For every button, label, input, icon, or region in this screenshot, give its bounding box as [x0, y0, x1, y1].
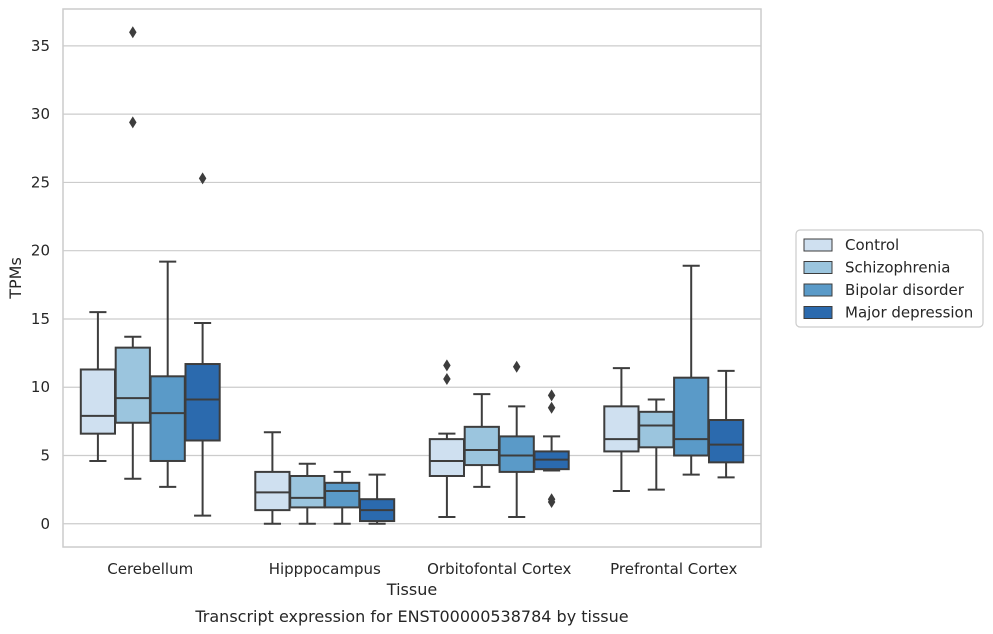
y-tick-label: 15 [31, 310, 50, 328]
y-tick-label: 35 [31, 37, 50, 55]
box-iqr [603, 405, 640, 453]
box-schizophrenia [114, 26, 151, 480]
legend-swatch [803, 261, 833, 274]
box-control [254, 431, 291, 525]
chart-title: Transcript expression for ENST0000053878… [194, 607, 628, 626]
y-axis-label: TPMs [6, 257, 25, 300]
y-tick-label: 0 [40, 515, 50, 533]
outlier-point [547, 493, 556, 506]
outlier-point [129, 116, 137, 129]
box-iqr [428, 438, 466, 477]
y-tick-labels: 0 5 10 15 20 25 30 35 [31, 37, 50, 533]
y-tick-label: 20 [31, 242, 50, 260]
legend: Control Schizophrenia Bipolar disorder Majo… [795, 229, 984, 328]
box-iqr [463, 425, 500, 467]
box-bipolar-disorder [149, 260, 186, 488]
legend-swatch [803, 306, 833, 319]
y-tick-label: 10 [31, 378, 50, 396]
legend-label: Schizophrenia [845, 259, 950, 277]
box-groups [79, 26, 745, 525]
box-iqr [324, 481, 361, 509]
x-tick-label: Prefrontal Cortex [610, 560, 737, 578]
legend-frame [795, 229, 984, 328]
x-tick-labels: Cerebellum Hipppocampus Orbitofontal Corte… [107, 560, 737, 578]
legend-label: Control [845, 236, 899, 254]
box-bipolar-disorder [673, 264, 710, 476]
y-tick-label: 5 [40, 447, 50, 465]
box-iqr [707, 419, 745, 464]
x-axis-label: Tissue [386, 580, 437, 599]
y-tick-label: 25 [31, 173, 50, 191]
box-iqr [498, 435, 535, 473]
box-control [428, 359, 466, 518]
outlier-point [512, 360, 521, 373]
box-schizophrenia [638, 398, 675, 491]
box-schizophrenia [463, 393, 500, 488]
box-control [79, 311, 117, 462]
x-tick-label: Hipppocampus [269, 560, 381, 578]
plot-frame [62, 8, 762, 548]
box-major-depression [184, 172, 221, 517]
box-iqr [184, 363, 221, 442]
legend-label: Bipolar disorder [845, 281, 965, 299]
y-tick-label: 30 [31, 105, 50, 123]
box-iqr [149, 375, 186, 462]
box-iqr [79, 368, 117, 435]
outlier-point [443, 359, 451, 372]
box-bipolar-disorder [324, 470, 361, 525]
legend-swatch [803, 283, 833, 297]
x-tick-label: Cerebellum [107, 560, 193, 578]
box-iqr [254, 470, 291, 512]
legend-label: Major depression [845, 304, 973, 322]
outlier-point [547, 389, 556, 402]
box-major-depression [707, 369, 745, 479]
box-schizophrenia [289, 462, 326, 525]
outlier-point [129, 26, 137, 39]
x-tick-label: Orbitofontal Cortex [427, 560, 571, 578]
box-major-depression [358, 473, 396, 525]
box-iqr [114, 346, 151, 424]
box-iqr [638, 410, 675, 449]
outlier-point [443, 373, 451, 386]
legend-swatch [803, 238, 833, 252]
box-iqr [673, 376, 710, 457]
box-major-depression [533, 389, 570, 508]
outlier-point [547, 401, 556, 414]
box-control [603, 367, 640, 493]
outlier-point [198, 172, 207, 185]
box-bipolar-disorder [498, 360, 535, 518]
box-iqr [289, 474, 326, 509]
